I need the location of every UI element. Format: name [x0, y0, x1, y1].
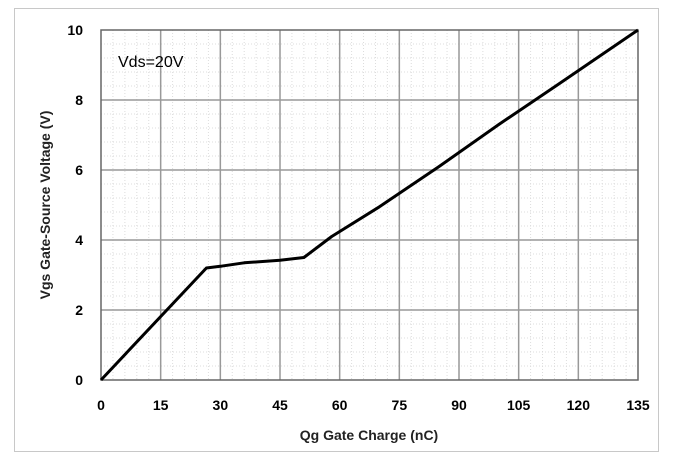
major-grid [101, 30, 638, 380]
y-tick-label: 0 [75, 372, 83, 388]
y-tick-label: 2 [75, 302, 83, 318]
x-tick-labels: 0 15 30 45 60 75 90 105 120 135 [97, 397, 650, 413]
y-tick-label: 6 [75, 162, 83, 178]
x-tick-label: 45 [272, 397, 288, 413]
x-tick-label: 75 [392, 397, 408, 413]
x-tick-label: 60 [332, 397, 348, 413]
minor-grid [101, 30, 638, 380]
annotation-label: Vds=20V [118, 54, 184, 71]
plot-border [100, 29, 639, 381]
x-tick-label: 15 [153, 397, 169, 413]
y-tick-label: 10 [67, 22, 83, 38]
x-tick-label: 105 [507, 397, 531, 413]
x-tick-label: 30 [213, 397, 229, 413]
x-tick-label: 0 [97, 397, 105, 413]
x-axis-title: Qg Gate Charge (nC) [300, 427, 438, 443]
x-tick-label: 135 [626, 397, 650, 413]
x-tick-label: 120 [567, 397, 591, 413]
y-tick-labels: 0 2 4 6 8 10 [67, 22, 83, 388]
series-line [99, 28, 639, 382]
y-tick-label: 4 [75, 232, 83, 248]
y-tick-label: 8 [75, 92, 83, 108]
x-tick-label: 90 [451, 397, 467, 413]
chart-frame [14, 8, 659, 452]
y-axis-title: Vgs Gate-Source Voltage (V) [37, 111, 53, 300]
